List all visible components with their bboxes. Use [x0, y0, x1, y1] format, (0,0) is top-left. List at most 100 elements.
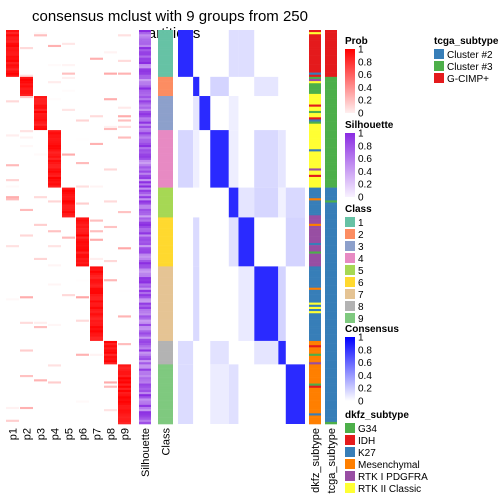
dkfz-subtype-cell: [309, 400, 321, 404]
prob-cell: [20, 281, 33, 284]
prob-cell: [76, 70, 89, 73]
silhouette-cell: [139, 219, 151, 222]
prob-cell: [34, 127, 47, 131]
prob-cell: [20, 72, 33, 76]
prob-cell: [76, 315, 89, 318]
prob-cell: [118, 274, 131, 278]
silhouette-cell: [139, 330, 151, 333]
consensus-cell: [228, 217, 239, 267]
silhouette-cell: [139, 249, 151, 252]
prob-cell: [48, 83, 61, 86]
prob-cell: [20, 264, 33, 267]
prob-cell: [62, 323, 75, 327]
prob-cell: [48, 104, 61, 107]
prob-cell: [90, 340, 103, 344]
prob-cell: [34, 370, 47, 374]
prob-cell: [90, 213, 103, 216]
class-cell: [158, 245, 173, 248]
prob-cell: [90, 338, 103, 342]
prob-cell: [90, 404, 103, 408]
prob-cell: [34, 306, 47, 310]
prob-cell: [62, 262, 75, 265]
class-cell: [158, 151, 173, 154]
silhouette-cell: [139, 366, 151, 369]
dkfz-subtype-cell: [309, 157, 321, 161]
prob-cell: [20, 61, 33, 65]
consensus-block: [238, 217, 255, 267]
tcga-subtype-cell: [325, 336, 337, 340]
prob-cell: [6, 127, 19, 131]
prob-cell: [90, 415, 103, 418]
silhouette-cell: [139, 85, 151, 88]
prob-cell: [34, 191, 47, 195]
prob-cell: [90, 91, 103, 95]
prob-cell: [90, 266, 103, 269]
prob-cell: [76, 32, 89, 35]
prob-cell: [104, 392, 117, 395]
dkfz-subtype-cell: [309, 191, 321, 195]
silhouette-cell: [139, 392, 151, 395]
class-cell: [158, 98, 173, 101]
prob-cell: [104, 302, 117, 306]
prob-cell: [62, 338, 75, 342]
prob-cell: [6, 372, 19, 376]
silhouette-cell: [139, 142, 151, 146]
prob-cell: [6, 57, 19, 61]
dkfz-subtype-cell: [309, 300, 321, 303]
prob-cell: [104, 211, 117, 214]
prob-cell: [6, 89, 19, 93]
dkfz-legend-title: dkfz_subtype: [345, 410, 409, 421]
prob-cell: [104, 121, 117, 125]
silhouette-cell: [139, 413, 151, 416]
prob-cell: [6, 385, 19, 389]
class-cell: [158, 262, 173, 265]
prob-cell: [62, 32, 75, 35]
prob-cell: [62, 328, 75, 331]
prob-cell: [34, 53, 47, 56]
tcga-subtype-cell: [325, 249, 337, 252]
prob-cell: [6, 249, 19, 252]
prob-cell: [34, 215, 47, 218]
tcga-subtype-cell: [325, 162, 337, 165]
dkfz-subtype-cell: [309, 198, 321, 201]
class-cell: [158, 228, 173, 231]
class-cell: [158, 121, 173, 125]
prob-cell: [62, 96, 75, 99]
prob-cell: [20, 162, 33, 165]
prob-cell: [34, 228, 47, 231]
tcga-subtype-cell: [325, 189, 337, 193]
silhouette-cell: [139, 81, 151, 84]
prob-cell: [90, 381, 103, 384]
tcga-legend-label: Cluster #2: [447, 50, 493, 61]
tcga-subtype-cell: [325, 402, 337, 406]
prob-cell: [48, 245, 61, 248]
class-legend-swatch: [345, 301, 355, 311]
prob-cell: [34, 330, 47, 333]
prob-cell: [118, 313, 131, 316]
prob-cell: [76, 187, 89, 191]
tcga-subtype-cell: [325, 385, 337, 389]
dkfz-subtype-cell: [309, 328, 321, 331]
prob-cell: [118, 217, 131, 220]
prob-cell: [6, 370, 19, 374]
class-legend-swatch: [345, 313, 355, 323]
silhouette-cell: [139, 345, 151, 348]
dkfz-subtype-cell: [309, 100, 321, 103]
prob-cell: [20, 213, 33, 216]
class-cell: [158, 223, 173, 227]
class-cell: [158, 89, 173, 93]
prob-cell: [90, 172, 103, 176]
silhouette-cell: [139, 100, 151, 103]
prob-cell: [104, 151, 117, 154]
prob-cell: [34, 340, 47, 344]
prob-cell: [76, 247, 89, 250]
prob-cell: [48, 61, 61, 65]
prob-cell: [20, 421, 33, 425]
silhouette-cell: [139, 385, 151, 389]
class-cell: [158, 415, 173, 418]
tcga-subtype-cell: [325, 230, 337, 233]
dkfz-subtype-cell: [309, 36, 321, 39]
prob-cell: [90, 55, 103, 58]
prob-cell: [6, 306, 19, 310]
prob-cell: [62, 91, 75, 95]
